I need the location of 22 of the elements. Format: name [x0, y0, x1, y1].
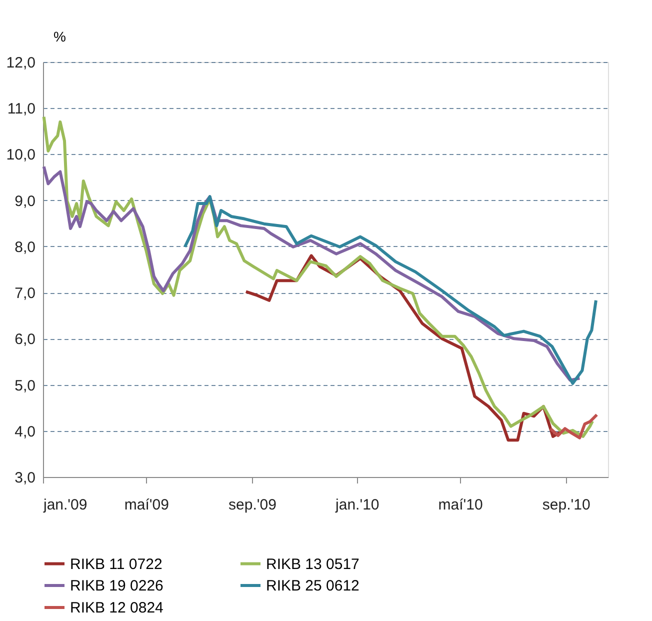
legend-label: RIKB 19 0226 [70, 578, 164, 594]
legend-label: RIKB 25 0612 [266, 578, 360, 594]
legend-label: RIKB 12 0824 [70, 600, 164, 616]
legend-label: RIKB 13 0517 [266, 556, 360, 573]
y-tick-label: 12,0 [6, 54, 36, 72]
x-tick-label: jan.'09 [42, 496, 88, 514]
y-tick-label: 9,0 [14, 192, 36, 210]
x-tick-label: sep.'09 [228, 496, 276, 514]
x-tick-label: jan.'10 [334, 496, 380, 514]
y-tick-label: 8,0 [14, 238, 36, 256]
legend-label: RIKB 11 0722 [70, 556, 162, 573]
y-tick-label: 11,0 [7, 100, 36, 118]
x-tick-label: maí'09 [124, 496, 169, 514]
y-tick-label: 5,0 [14, 377, 36, 394]
y-tick-label: 4,0 [14, 423, 36, 440]
x-tick-label: sep.'10 [542, 496, 590, 514]
y-tick-label: 6,0 [14, 331, 36, 348]
x-tick-label: maí'10 [438, 496, 483, 514]
y-tick-label: 10,0 [6, 146, 36, 164]
y-tick-label: 3,0 [14, 470, 36, 486]
y-axis-title: % [54, 28, 66, 44]
y-tick-label: 7,0 [14, 285, 36, 302]
